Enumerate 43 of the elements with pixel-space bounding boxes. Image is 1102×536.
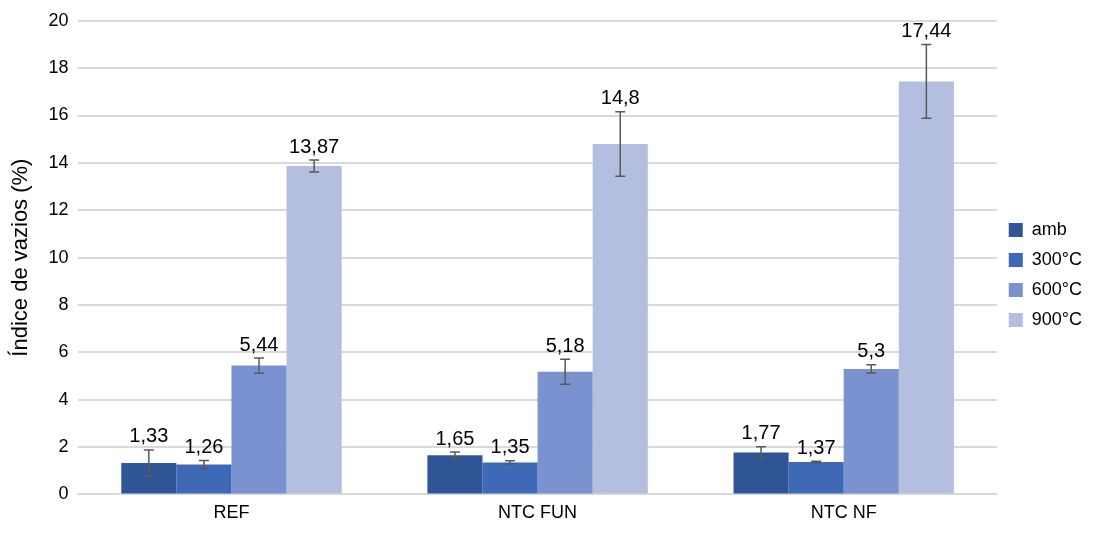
bar xyxy=(898,81,954,494)
bar xyxy=(537,371,593,494)
data-label: 17,44 xyxy=(901,19,952,41)
data-label: 5,3 xyxy=(857,339,886,362)
x-tick-label: NTC FUN xyxy=(498,502,578,523)
legend-label: amb xyxy=(1031,218,1067,239)
bar xyxy=(427,455,483,494)
legend-label: 300°C xyxy=(1031,248,1082,269)
data-label: 1,26 xyxy=(184,435,224,458)
bar xyxy=(482,462,538,494)
bar xyxy=(286,165,342,494)
y-tick-label: 20 xyxy=(48,9,69,30)
data-label: 1,35 xyxy=(490,435,530,458)
x-tick-label: NTC NF xyxy=(810,502,877,523)
y-tick-label: 0 xyxy=(58,483,69,504)
data-label: 14,8 xyxy=(600,86,640,109)
bar xyxy=(176,464,232,494)
bar xyxy=(788,461,844,494)
y-tick-label: 2 xyxy=(58,436,69,457)
bar xyxy=(121,462,177,494)
data-label: 13,87 xyxy=(289,134,340,157)
y-axis-title: Índice de vazios (%) xyxy=(7,158,33,357)
bar xyxy=(843,368,899,494)
y-tick-label: 10 xyxy=(48,246,69,267)
data-label: 1,33 xyxy=(129,424,169,447)
data-label: 1,77 xyxy=(741,421,781,444)
data-label: 5,18 xyxy=(545,333,585,356)
y-tick-label: 4 xyxy=(58,388,69,409)
y-tick-label: 12 xyxy=(48,199,69,220)
data-label: 5,44 xyxy=(239,332,279,355)
data-label: 1,37 xyxy=(796,435,836,458)
y-tick-label: 8 xyxy=(58,293,69,314)
x-tick-label: REF xyxy=(213,502,250,523)
y-tick-label: 16 xyxy=(48,104,69,125)
legend-label: 900°C xyxy=(1031,308,1082,329)
bar xyxy=(592,143,648,494)
legend-label: 600°C xyxy=(1031,278,1082,299)
y-tick-label: 6 xyxy=(58,341,69,362)
bar xyxy=(231,365,287,494)
y-tick-label: 18 xyxy=(48,57,69,78)
data-label: 1,65 xyxy=(435,426,475,449)
y-tick-label: 14 xyxy=(48,151,69,172)
bar xyxy=(733,452,789,494)
